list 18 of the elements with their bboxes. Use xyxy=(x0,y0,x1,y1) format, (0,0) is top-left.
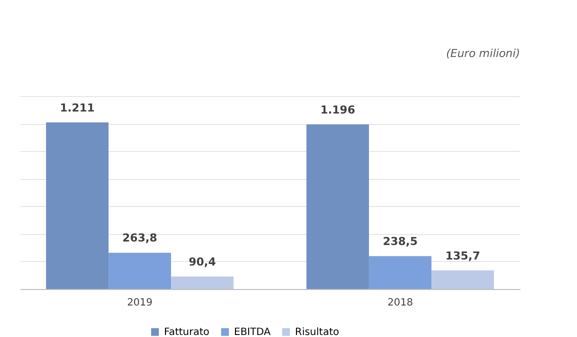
data-label: 263,8 xyxy=(122,232,158,245)
bar xyxy=(171,276,234,289)
data-label: 238,5 xyxy=(382,235,418,248)
bar xyxy=(368,256,432,289)
text: (Euro milioni) xyxy=(446,47,520,60)
x-tick-label: 2018 xyxy=(387,298,413,308)
data-label: 1.196 xyxy=(320,103,356,116)
bar xyxy=(431,270,494,289)
data-label: 135,7 xyxy=(445,249,480,262)
data-label: 1.211 xyxy=(60,101,95,114)
bar xyxy=(306,124,369,289)
legend-label: Risultato xyxy=(295,327,340,337)
data-label: 90,4 xyxy=(188,256,216,269)
bar xyxy=(108,252,172,289)
legend-label: EBITDA xyxy=(234,327,271,337)
bar xyxy=(46,122,109,289)
legend-label: Fatturato xyxy=(164,327,210,337)
x-tick-label: 2019 xyxy=(127,298,153,308)
